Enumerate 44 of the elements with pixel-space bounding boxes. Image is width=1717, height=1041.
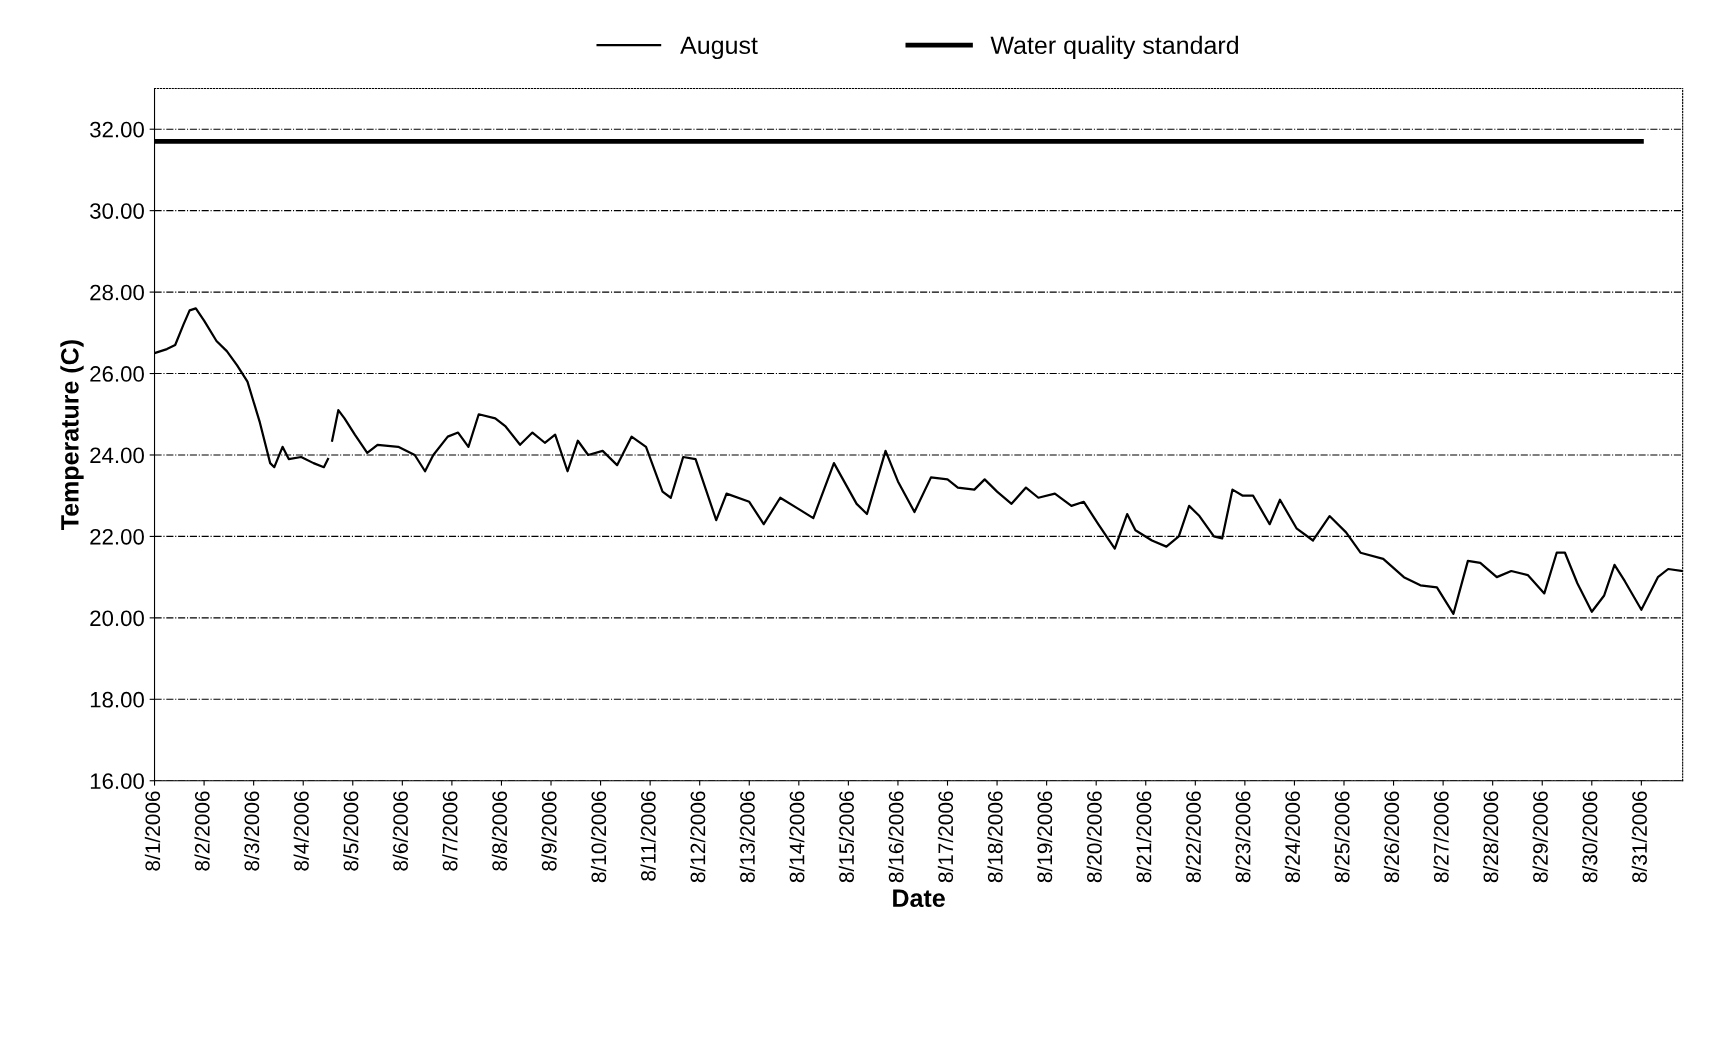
- x-tick-label: 8/8/2006: [491, 791, 508, 871]
- x-tick-label: 8/3/2006: [243, 791, 260, 871]
- x-tick-label: 8/4/2006: [293, 791, 309, 871]
- x-tick-label: 8/22/2006: [1185, 791, 1201, 883]
- x-tick-label: 8/26/2006: [1383, 791, 1400, 883]
- x-axis-title: Date: [893, 889, 945, 908]
- x-tick-label: 8/15/2006: [838, 791, 854, 883]
- y-tick-label: 30.00: [90, 203, 144, 219]
- y-tick-label: 32.00: [90, 121, 144, 138]
- legend-label: Water quality standard: [990, 35, 1238, 60]
- y-tick-label: 20.00: [90, 610, 144, 627]
- x-tick-label: 8/31/2006: [1631, 791, 1647, 883]
- legend-label: August: [680, 36, 758, 60]
- y-axis-title: Temperature (C): [60, 340, 84, 530]
- x-tick-label: 8/27/2006: [1433, 791, 1449, 883]
- x-tick-label: 8/5/2006: [343, 791, 359, 871]
- x-tick-label: 8/7/2006: [442, 791, 458, 871]
- x-tick-label: 8/23/2006: [1235, 791, 1251, 883]
- y-tick-label: 18.00: [90, 691, 144, 708]
- x-tick-label: 8/29/2006: [1532, 791, 1548, 883]
- x-tick-label: 8/2/2006: [194, 791, 210, 871]
- x-tick-label: 8/19/2006: [1036, 791, 1053, 883]
- y-tick-label: 26.00: [90, 366, 144, 382]
- x-tick-label: 8/25/2006: [1334, 791, 1350, 883]
- x-tick-label: 8/10/2006: [590, 791, 607, 883]
- x-tick-label: 8/9/2006: [541, 791, 557, 871]
- x-tick-label: 8/20/2006: [1086, 791, 1102, 883]
- x-tick-label: 8/11/2006: [640, 791, 656, 881]
- x-tick-label: 8/24/2006: [1284, 791, 1301, 883]
- y-tick-label: 28.00: [90, 284, 144, 301]
- x-tick-label: 8/16/2006: [888, 791, 904, 883]
- x-tick-label: 8/6/2006: [392, 791, 408, 871]
- y-tick-label: 16.00: [90, 773, 144, 790]
- x-tick-label: 8/21/2006: [1136, 791, 1152, 883]
- x-tick-label: 8/1/2006: [144, 791, 161, 871]
- x-tick-label: 8/28/2006: [1482, 791, 1499, 883]
- y-tick-label: 22.00: [90, 528, 144, 545]
- x-tick-label: 8/14/2006: [789, 791, 805, 883]
- x-tick-label: 8/12/2006: [689, 791, 706, 883]
- x-tick-label: 8/17/2006: [937, 791, 954, 883]
- x-tick-label: 8/18/2006: [987, 791, 1003, 883]
- x-tick-label: 8/30/2006: [1582, 791, 1598, 883]
- y-tick-label: 24.00: [90, 447, 144, 464]
- x-tick-label: 8/13/2006: [739, 791, 755, 883]
